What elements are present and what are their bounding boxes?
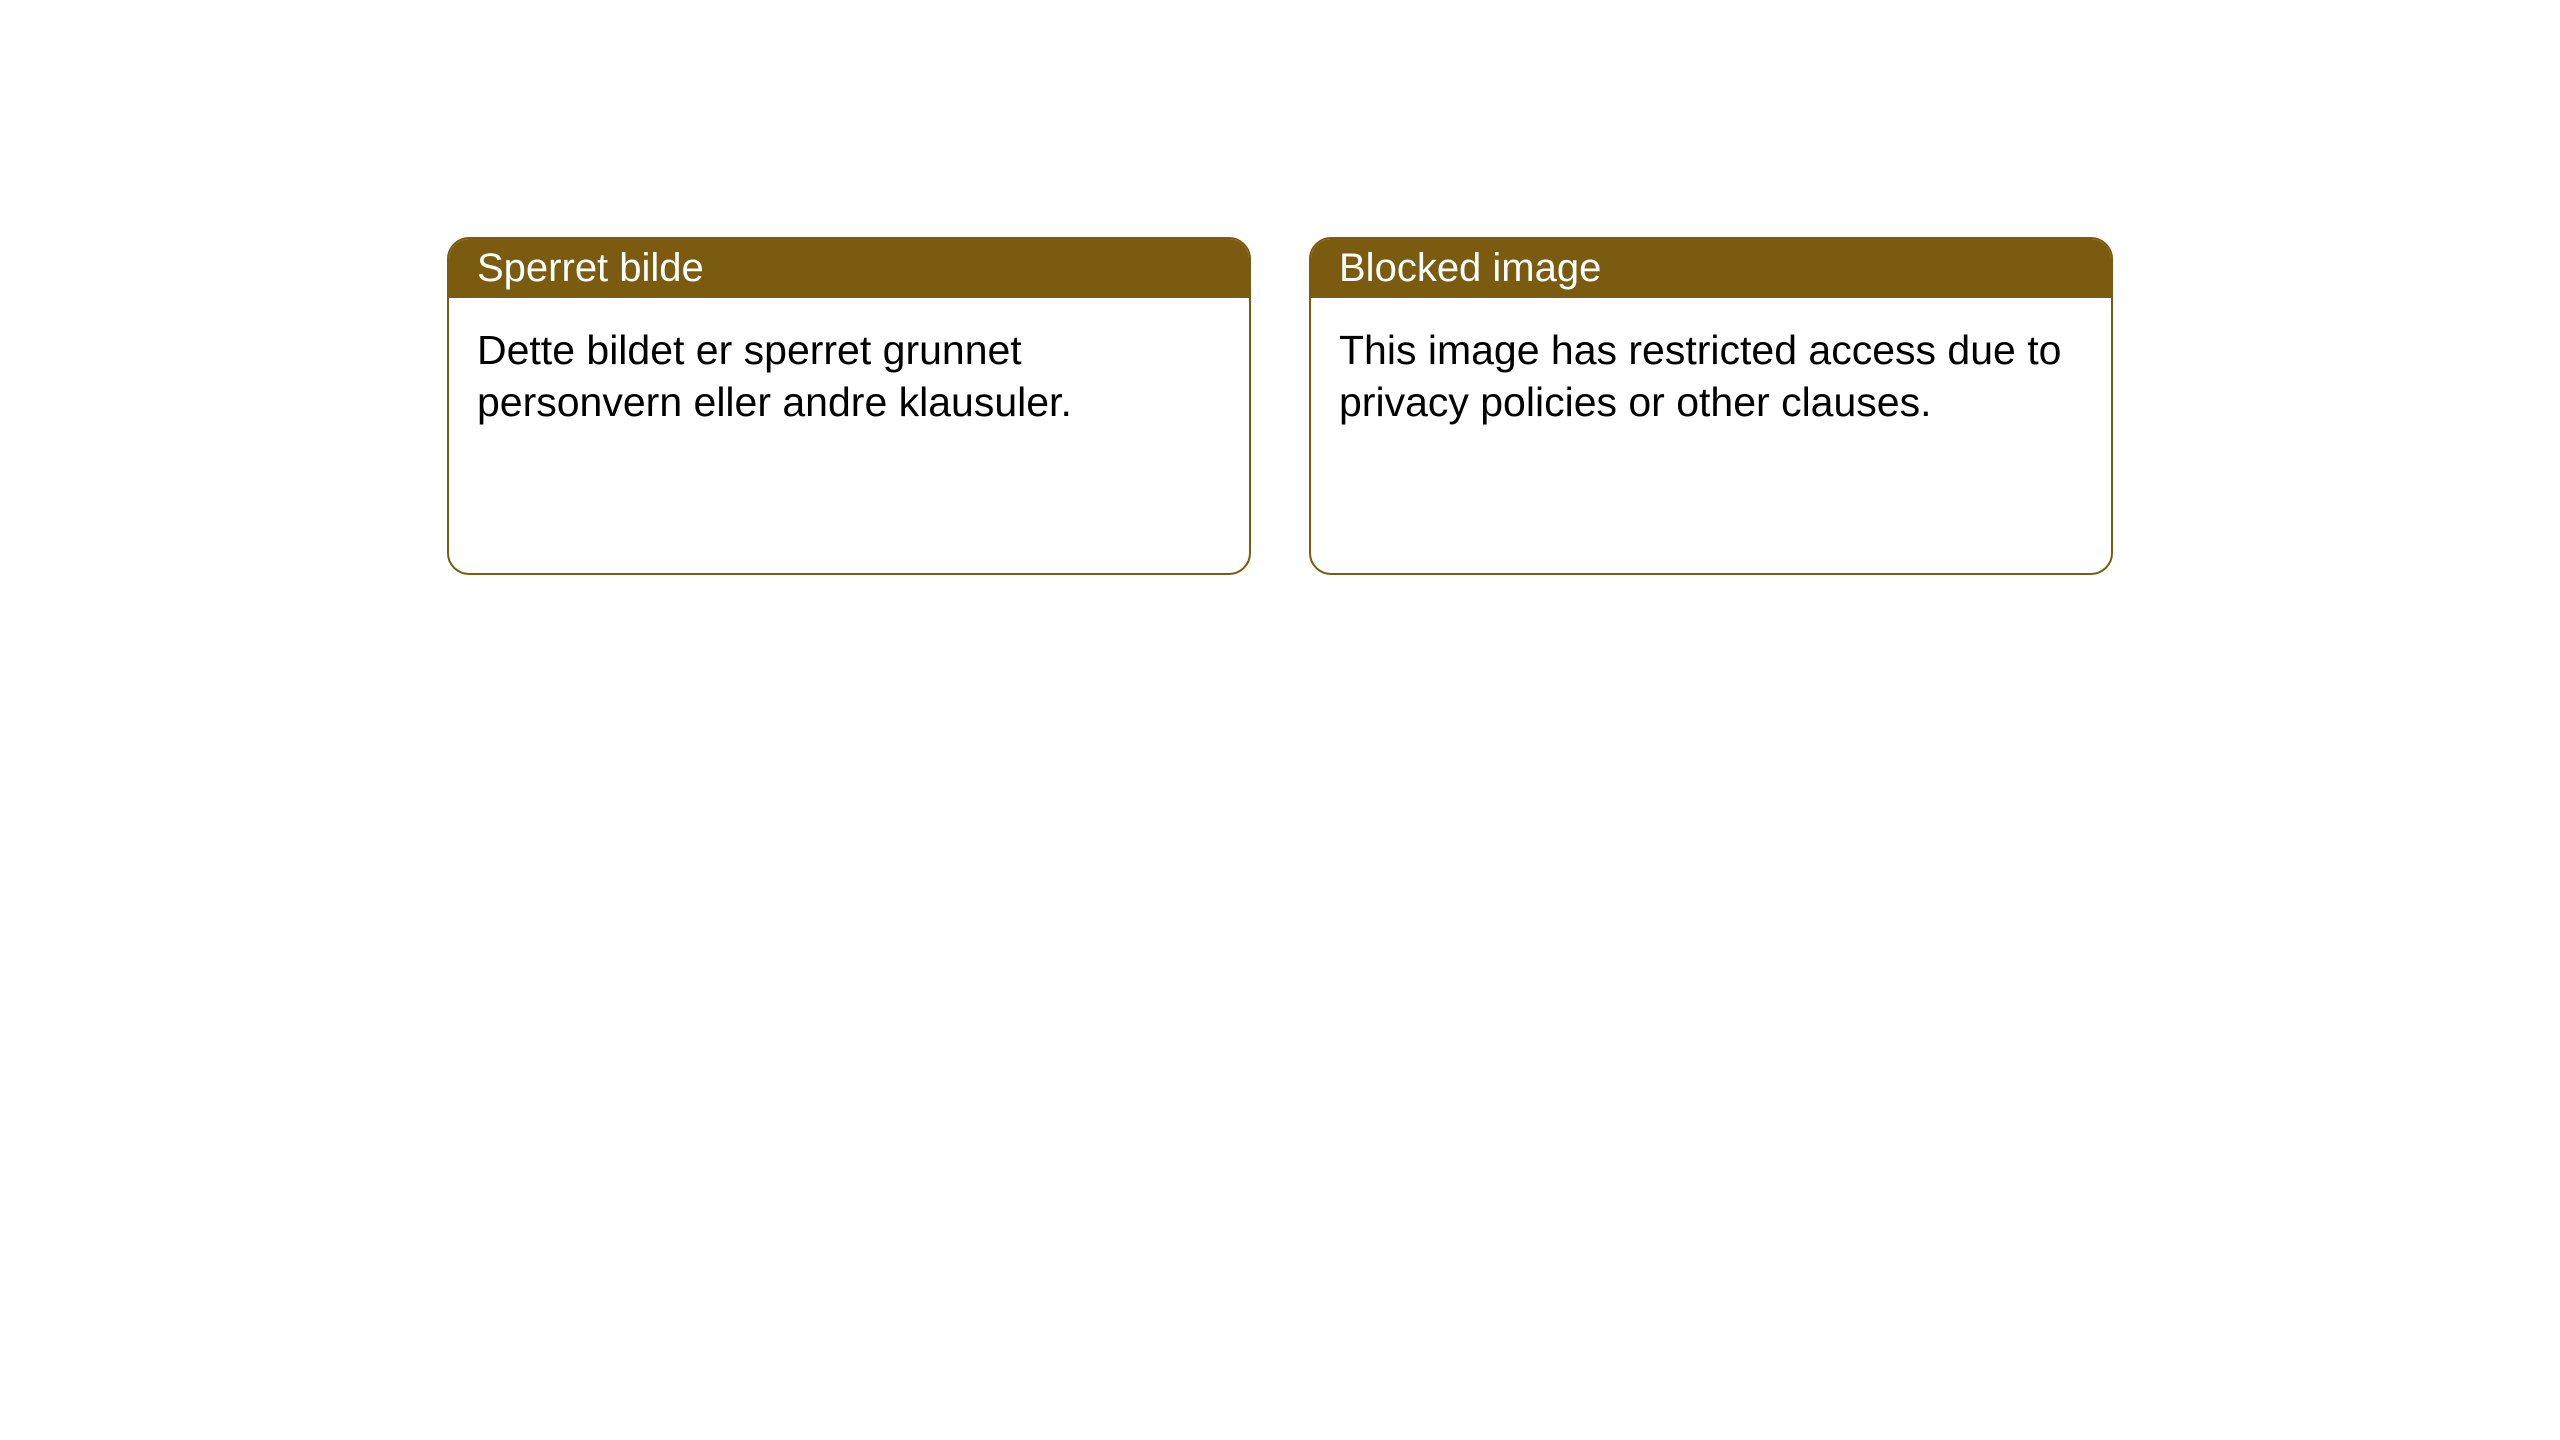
notice-title: Blocked image — [1339, 246, 1601, 290]
notice-title: Sperret bilde — [477, 246, 704, 290]
notice-card-header: Blocked image — [1311, 239, 2111, 298]
notice-body-text: Dette bildet er sperret grunnet personve… — [477, 327, 1072, 425]
notice-card-body: This image has restricted access due to … — [1311, 298, 2111, 455]
notice-card-no: Sperret bilde Dette bildet er sperret gr… — [447, 237, 1251, 575]
notice-card-en: Blocked image This image has restricted … — [1309, 237, 2113, 575]
notice-body-text: This image has restricted access due to … — [1339, 327, 2061, 425]
notice-card-header: Sperret bilde — [449, 239, 1249, 298]
notice-card-body: Dette bildet er sperret grunnet personve… — [449, 298, 1249, 455]
notice-container: Sperret bilde Dette bildet er sperret gr… — [0, 0, 2560, 575]
